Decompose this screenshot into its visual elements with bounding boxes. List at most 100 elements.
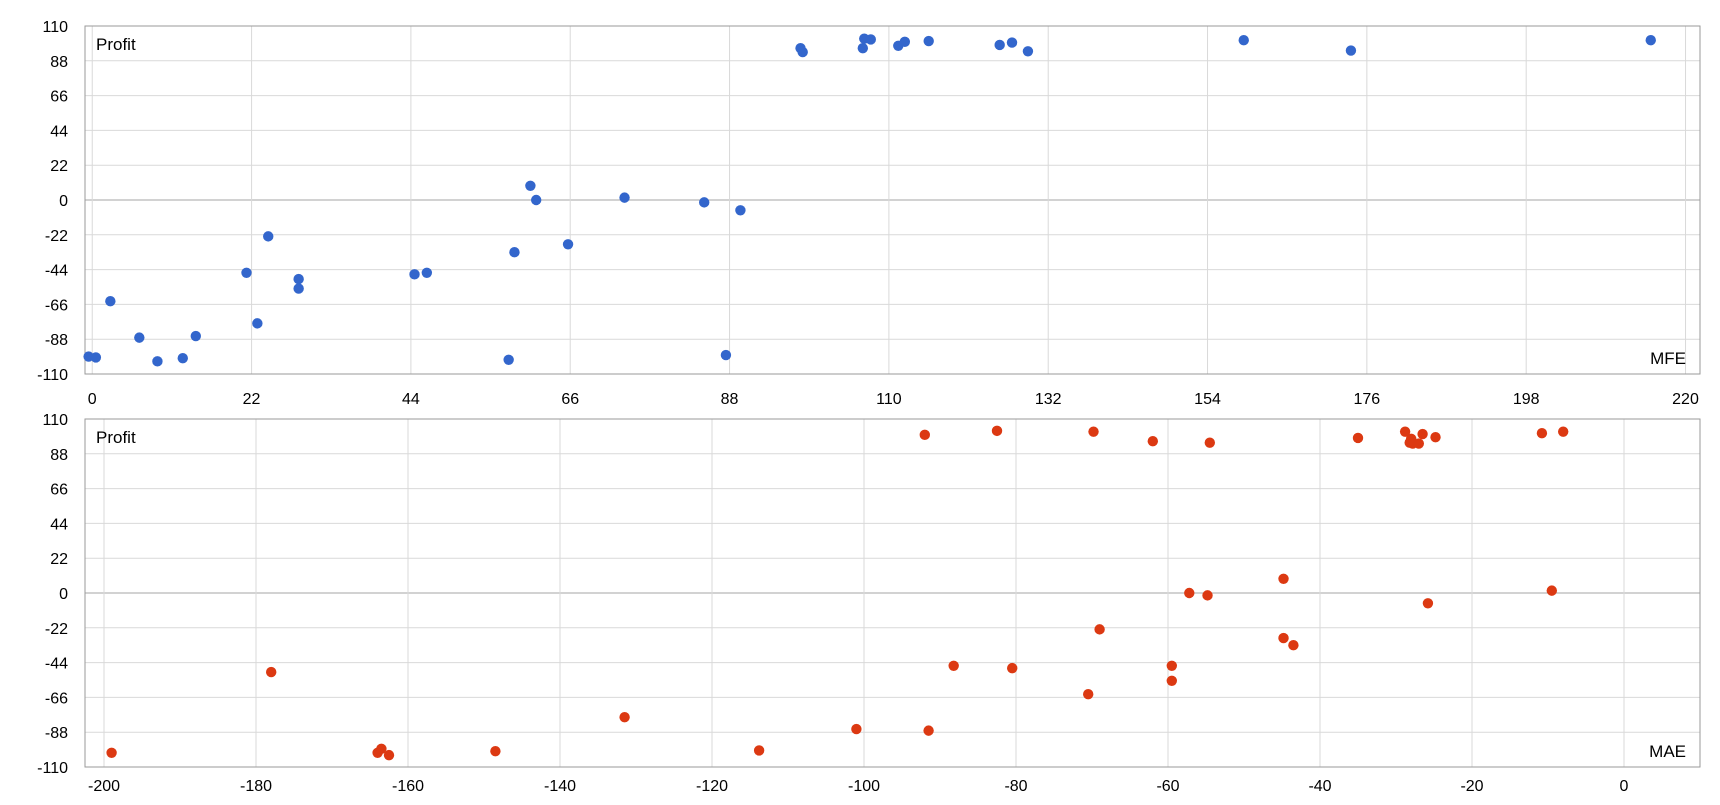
y-tick-label: -66	[45, 690, 68, 707]
scatter-point	[1645, 35, 1656, 46]
scatter-point	[1558, 426, 1569, 437]
scatter-point	[797, 46, 808, 58]
scatter-point	[919, 429, 930, 441]
x-axis-label: MAE	[1649, 742, 1686, 761]
scatter-point	[1007, 662, 1018, 674]
y-tick-label: 22	[50, 158, 68, 175]
scatter-point	[1166, 660, 1178, 671]
scatter-point	[293, 283, 304, 294]
mfe-scatter-panel: Profit MFE 110886644220-22-44-66-88-1100…	[37, 19, 1701, 408]
y-tick-label: -44	[45, 656, 68, 673]
scatter-point	[1083, 689, 1094, 700]
scatter-point	[1417, 428, 1428, 440]
y-tick-label: -66	[45, 297, 68, 314]
x-tick-label: 44	[402, 391, 420, 408]
x-tick-label: 0	[88, 391, 97, 408]
scatter-point	[994, 39, 1005, 51]
y-tick-label: -110	[37, 367, 68, 384]
scatter-point	[421, 267, 433, 278]
scatter-point	[1399, 426, 1411, 437]
scatter-point	[1202, 590, 1213, 601]
scatter-point	[152, 356, 163, 367]
scatter-point	[1278, 573, 1289, 584]
scatter-point	[1352, 432, 1364, 444]
x-tick-label: -120	[696, 778, 728, 795]
scatter-point	[1278, 632, 1289, 644]
scatter-point	[106, 747, 117, 758]
x-tick-label: 22	[243, 391, 261, 408]
y-tick-label: 0	[59, 586, 68, 603]
scatter-point	[1006, 37, 1018, 48]
scatter-point	[177, 352, 188, 364]
y-tick-label: 88	[50, 54, 68, 71]
scatter-point	[509, 247, 520, 258]
y-axis-label: Profit	[96, 35, 136, 54]
scatter-point	[1022, 46, 1034, 57]
x-tick-label: -200	[88, 778, 120, 795]
y-tick-label: 44	[50, 123, 68, 140]
x-tick-label: 154	[1194, 391, 1221, 408]
scatter-point	[1147, 435, 1159, 447]
scatter-point	[490, 745, 501, 757]
y-tick-label: 66	[50, 482, 68, 499]
scatter-point	[134, 332, 145, 343]
y-tick-label: -44	[45, 263, 68, 280]
plot-frame	[84, 25, 1701, 375]
x-tick-label: -160	[392, 778, 424, 795]
scatter-point	[851, 723, 862, 735]
scatter-point	[1088, 426, 1099, 437]
scatter-point	[503, 354, 514, 365]
scatter-point	[105, 296, 116, 307]
scatter-point	[948, 660, 959, 671]
y-tick-label: -22	[45, 621, 68, 638]
x-tick-label: -20	[1460, 778, 1483, 795]
x-tick-label: 176	[1354, 391, 1381, 408]
x-tick-label: 198	[1513, 391, 1540, 408]
scatter-series	[83, 33, 1656, 367]
scatter-point	[753, 745, 765, 756]
scatter-point	[865, 34, 876, 45]
x-axis-label: MFE	[1650, 349, 1686, 368]
x-tick-label: 110	[876, 391, 902, 408]
scatter-point	[720, 349, 732, 361]
scatter-point	[1546, 585, 1558, 596]
scatter-point	[857, 42, 869, 54]
y-tick-label: 66	[50, 89, 68, 106]
x-tick-label: 66	[561, 391, 579, 408]
scatter-point	[293, 273, 304, 285]
gridlines	[85, 26, 1700, 374]
x-tick-label: -60	[1156, 778, 1179, 795]
scatter-point	[1094, 624, 1105, 635]
scatter-point	[530, 194, 542, 206]
x-tick-label: -140	[544, 778, 576, 795]
scatter-point	[409, 269, 420, 280]
scatter-series	[106, 425, 1569, 761]
scatter-point	[1345, 45, 1357, 56]
scatter-point	[699, 197, 710, 208]
x-tick-label: 220	[1672, 391, 1699, 408]
scatter-point	[619, 711, 630, 723]
scatter-point	[735, 205, 746, 216]
x-tick-label: -180	[240, 778, 272, 795]
scatter-point	[383, 749, 395, 761]
y-tick-label: 44	[50, 516, 68, 533]
scatter-point	[241, 267, 252, 278]
scatter-point	[90, 352, 102, 363]
mae-scatter-panel: Profit MAE 110 88 66 44 22 0 -22 -44 -66 -88 -110 -…	[37, 412, 1701, 795]
scatter-point	[991, 425, 1003, 437]
scatter-point	[562, 239, 574, 250]
y-tick-label: -88	[45, 332, 68, 349]
x-tick-label: -80	[1004, 778, 1027, 795]
x-tick-label: 88	[721, 391, 739, 408]
x-tick-label: 132	[1035, 391, 1062, 408]
scatter-point	[1204, 437, 1216, 448]
y-tick-label: 110	[42, 19, 68, 36]
scatter-point	[252, 318, 263, 329]
scatter-point	[923, 725, 934, 736]
scatter-point	[525, 180, 536, 191]
scatter-point	[263, 231, 274, 242]
y-tick-label: -110	[37, 760, 68, 777]
scatter-point	[1536, 428, 1548, 439]
